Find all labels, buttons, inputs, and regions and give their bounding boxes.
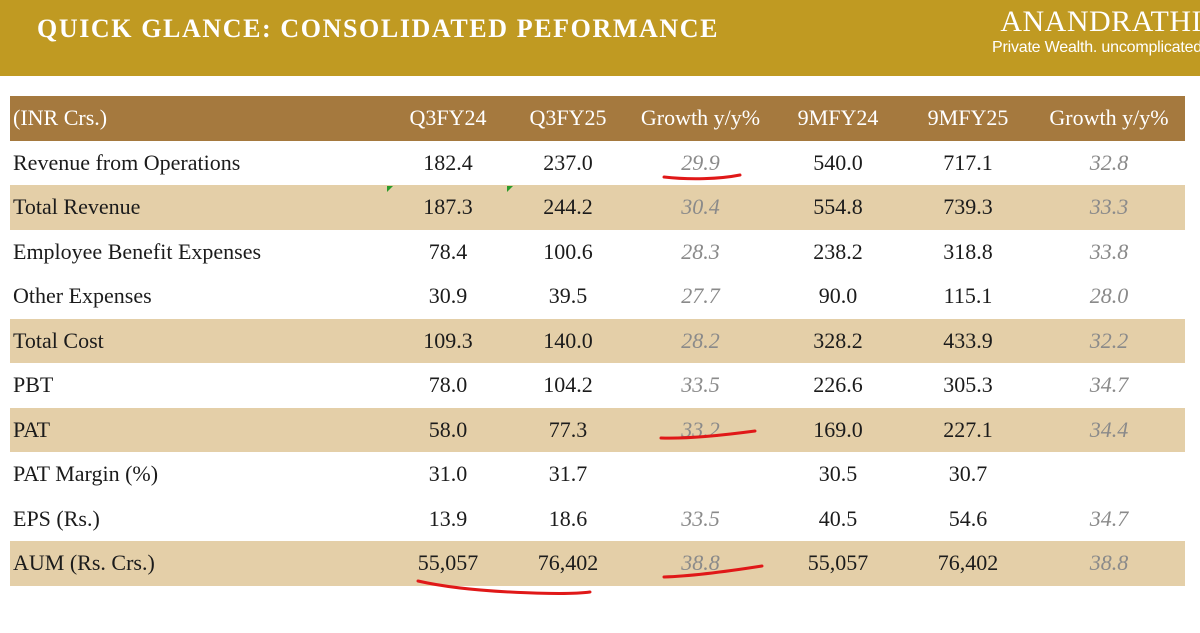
cell-growth: 38.8 xyxy=(628,541,773,586)
table-row: PBT 78.0 104.2 33.5 226.6 305.3 34.7 xyxy=(10,363,1185,408)
cell-growth: 34.4 xyxy=(1033,407,1185,452)
row-label: Other Expenses xyxy=(13,283,152,309)
cell-value: 305.3 xyxy=(943,372,993,398)
row-label: Total Cost xyxy=(10,318,388,363)
cell-value: 78.0 xyxy=(428,372,468,398)
cell-value: 76,402 xyxy=(508,541,628,586)
table-row: PAT 58.0 77.3 33.2 169.0 227.1 34.4 xyxy=(10,407,1185,452)
column-header-9mfy25: 9MFY25 xyxy=(903,96,1033,141)
column-header-growth-9m: Growth y/y% xyxy=(1033,96,1185,141)
cell-growth: 29.9 xyxy=(681,149,720,175)
cell-value: 187.3 xyxy=(388,185,508,230)
row-label: EPS (Rs.) xyxy=(13,505,100,531)
cell-value: 100.6 xyxy=(543,238,593,264)
cell-growth: 32.8 xyxy=(1089,149,1129,175)
brand-logo: ANANDRATHI Private Wealth. uncomplicated xyxy=(992,6,1200,58)
cell-growth: 33.5 xyxy=(681,505,720,531)
cell-value: 540.0 xyxy=(813,149,863,175)
row-label: AUM (Rs. Crs.) xyxy=(10,541,388,586)
cell-value: 30.9 xyxy=(428,283,468,309)
row-label: Revenue from Operations xyxy=(13,149,241,175)
table-row: Employee Benefit Expenses 78.4 100.6 28.… xyxy=(10,230,1185,275)
cell-value: 39.5 xyxy=(548,283,588,309)
cell-value: 31.7 xyxy=(548,461,588,487)
cell-value: 40.5 xyxy=(818,505,858,531)
table-row: PAT Margin (%) 31.0 31.7 30.5 30.7 xyxy=(10,452,1185,497)
row-label: PAT Margin (%) xyxy=(13,461,159,487)
cell-value: 90.0 xyxy=(818,283,858,309)
cell-value: 238.2 xyxy=(813,238,863,264)
cell-value: 58.0 xyxy=(388,407,508,452)
cell-value: 55,057 xyxy=(388,541,508,586)
cell-value: 318.8 xyxy=(943,238,993,264)
row-label: PAT xyxy=(10,407,388,452)
cell-growth: 30.4 xyxy=(628,185,773,230)
cell-value: 169.0 xyxy=(773,407,903,452)
cell-growth: 33.2 xyxy=(628,407,773,452)
row-label: PBT xyxy=(13,372,54,398)
cell-value: 739.3 xyxy=(903,185,1033,230)
cell-growth: 27.7 xyxy=(681,283,720,309)
table-row: Total Cost 109.3 140.0 28.2 328.2 433.9 … xyxy=(10,318,1185,363)
cell-growth: 28.0 xyxy=(1089,283,1129,309)
row-label: Employee Benefit Expenses xyxy=(13,238,262,264)
table-row: Revenue from Operations 182.4 237.0 29.9… xyxy=(10,141,1185,186)
cell-value: 55,057 xyxy=(773,541,903,586)
cell-value: 13.9 xyxy=(428,505,468,531)
cell-value: 237.0 xyxy=(543,149,593,175)
cell-growth: 34.7 xyxy=(1089,505,1129,531)
table-row: Total Revenue 187.3 244.2 30.4 554.8 739… xyxy=(10,185,1185,230)
cell-value: 54.6 xyxy=(948,505,988,531)
cell-value: 227.1 xyxy=(903,407,1033,452)
cell-value: 182.4 xyxy=(423,149,473,175)
column-header-growth-q3: Growth y/y% xyxy=(628,96,773,141)
cell-value: 104.2 xyxy=(543,372,593,398)
slide-title: QUICK GLANCE: CONSOLIDATED PEFORMANCE xyxy=(37,14,720,43)
cell-growth: 33.3 xyxy=(1033,185,1185,230)
cell-value: 30.5 xyxy=(818,461,858,487)
cell-value: 77.3 xyxy=(508,407,628,452)
cell-value: 554.8 xyxy=(773,185,903,230)
cell-growth: 34.7 xyxy=(1089,372,1129,398)
brand-name: ANANDRATHI xyxy=(1000,5,1200,38)
column-header-9mfy24: 9MFY24 xyxy=(773,96,903,141)
cell-value: 109.3 xyxy=(388,318,508,363)
column-header-unit: (INR Crs.) xyxy=(10,96,388,141)
cell-value: 140.0 xyxy=(508,318,628,363)
cell-value: 30.7 xyxy=(948,461,988,487)
cell-growth: 38.8 xyxy=(1033,541,1185,586)
cell-growth: 33.5 xyxy=(681,372,720,398)
table-row: EPS (Rs.) 13.9 18.6 33.5 40.5 54.6 34.7 xyxy=(10,497,1185,542)
cell-value: 18.6 xyxy=(548,505,588,531)
brand-tagline: Private Wealth. uncomplicated xyxy=(991,39,1200,56)
cell-value: 433.9 xyxy=(903,318,1033,363)
slide-header: QUICK GLANCE: CONSOLIDATED PEFORMANCE AN… xyxy=(0,0,1200,76)
cell-value: 78.4 xyxy=(428,238,468,264)
cell-growth: 33.8 xyxy=(1089,238,1129,264)
cell-growth: 28.2 xyxy=(628,318,773,363)
table-row: Other Expenses 30.9 39.5 27.7 90.0 115.1… xyxy=(10,274,1185,319)
cell-value: 717.1 xyxy=(943,149,993,175)
row-label: Total Revenue xyxy=(10,185,388,230)
cell-value: 115.1 xyxy=(943,283,993,309)
cell-growth: 32.2 xyxy=(1033,318,1185,363)
cell-growth xyxy=(1033,452,1185,497)
cell-growth: 28.3 xyxy=(681,238,720,264)
table-row: AUM (Rs. Crs.) 55,057 76,402 38.8 55,057… xyxy=(10,541,1185,586)
column-header-q3fy25: Q3FY25 xyxy=(508,96,628,141)
cell-value: 76,402 xyxy=(903,541,1033,586)
cell-value: 31.0 xyxy=(428,461,468,487)
cell-growth xyxy=(628,452,773,497)
cell-value: 328.2 xyxy=(773,318,903,363)
column-header-q3fy24: Q3FY24 xyxy=(388,96,508,141)
table-header-row: (INR Crs.) Q3FY24 Q3FY25 Growth y/y% 9MF… xyxy=(10,96,1185,141)
cell-value: 244.2 xyxy=(508,185,628,230)
cell-value: 226.6 xyxy=(813,372,863,398)
performance-table: (INR Crs.) Q3FY24 Q3FY25 Growth y/y% 9MF… xyxy=(10,96,1185,586)
